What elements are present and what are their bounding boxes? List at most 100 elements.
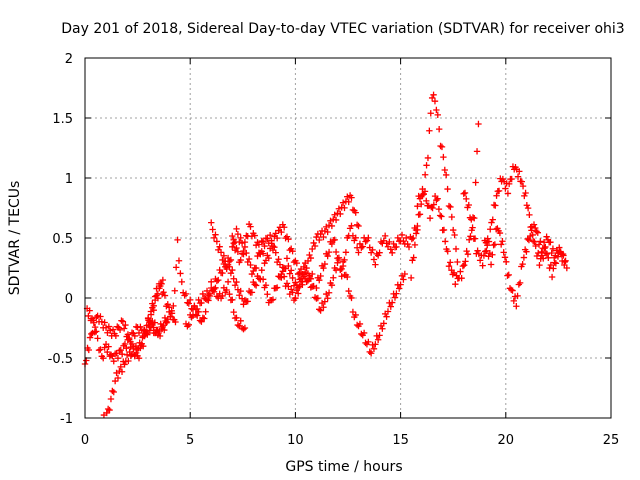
data-point [321, 260, 329, 268]
data-point [296, 283, 303, 290]
data-point [341, 204, 348, 212]
data-point [306, 274, 313, 282]
data-point [118, 317, 125, 324]
data-point [489, 251, 496, 258]
data-point [429, 204, 436, 212]
data-point [523, 202, 531, 209]
data-point [86, 334, 94, 341]
data-point [547, 238, 554, 246]
data-point [369, 246, 376, 254]
data-point [216, 266, 223, 274]
data-point [483, 247, 490, 255]
data-point [345, 287, 352, 295]
data-point [479, 262, 486, 269]
data-point [198, 299, 205, 307]
data-point [230, 308, 237, 316]
data-point [245, 255, 253, 263]
data-point [107, 395, 115, 403]
data-point [529, 231, 536, 239]
data-point [510, 297, 517, 305]
data-point [262, 282, 270, 289]
data-point [182, 290, 190, 298]
data-point [516, 168, 523, 175]
data-point [261, 242, 268, 250]
x-tick-label: 0 [81, 433, 89, 448]
data-point [499, 238, 506, 245]
data-point [388, 249, 396, 257]
data-point [337, 210, 344, 218]
data-point [137, 342, 145, 350]
data-point [233, 244, 240, 252]
data-point [324, 228, 331, 236]
data-point [404, 240, 411, 248]
x-tick-label: 15 [392, 433, 409, 448]
data-point [338, 273, 345, 280]
data-point [213, 238, 221, 245]
data-point [201, 294, 208, 302]
data-point [397, 281, 404, 288]
data-point [320, 264, 327, 272]
data-point [452, 280, 459, 288]
data-point [241, 324, 249, 332]
data-point [513, 303, 520, 310]
series-track-l [460, 163, 568, 281]
data-point [210, 234, 218, 242]
data-point [321, 298, 329, 305]
data-point [237, 256, 244, 264]
data-point [194, 305, 201, 313]
data-point [280, 273, 288, 280]
data-point [316, 236, 323, 244]
data-point [279, 268, 286, 275]
data-point [216, 243, 223, 250]
data-point [365, 338, 372, 346]
data-point [348, 222, 355, 230]
data-point [107, 351, 115, 359]
data-point [331, 236, 338, 244]
data-point [403, 234, 410, 242]
data-point [290, 258, 298, 266]
data-point [244, 298, 251, 305]
data-point [468, 216, 475, 223]
data-point [264, 235, 271, 242]
series-track-m [481, 221, 571, 310]
data-point [98, 318, 106, 325]
data-point [502, 185, 509, 192]
data-point [562, 257, 569, 264]
data-point [475, 120, 482, 128]
data-point [381, 232, 389, 240]
data-point [476, 257, 484, 264]
data-point [109, 326, 117, 333]
data-point [147, 308, 155, 315]
data-point [344, 193, 351, 200]
data-point [426, 127, 433, 134]
data-point [306, 251, 313, 259]
data-point [237, 234, 244, 242]
data-point [102, 324, 110, 331]
data-point [349, 308, 357, 316]
data-point [559, 250, 567, 258]
data-point [208, 278, 215, 286]
data-point [520, 254, 528, 261]
data-point [248, 289, 256, 296]
data-point [421, 171, 429, 178]
data-point [463, 195, 470, 203]
data-point [160, 289, 167, 296]
data-point [224, 261, 232, 268]
series-track-g [229, 192, 362, 278]
data-point [212, 231, 219, 238]
data-point [153, 285, 160, 292]
data-point [509, 287, 516, 294]
data-point [114, 354, 122, 362]
data-point [244, 258, 251, 266]
x-axis-label: GPS time / hours [285, 459, 402, 475]
data-point [219, 269, 226, 277]
data-point [344, 273, 351, 281]
data-point [467, 233, 474, 240]
data-point [374, 336, 382, 343]
data-point [401, 270, 409, 278]
data-point [251, 232, 258, 239]
data-point [205, 291, 212, 299]
data-point [220, 252, 228, 259]
data-point [442, 238, 449, 245]
data-point [458, 274, 465, 282]
